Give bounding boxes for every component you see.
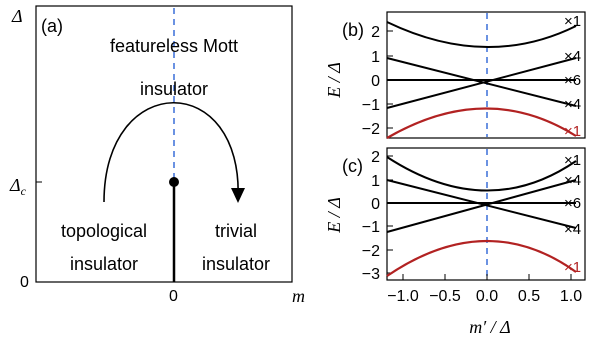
topological-label-line2: insulator bbox=[70, 254, 138, 274]
x-tick: −1.0 bbox=[387, 288, 419, 305]
y-axis-label: Δ bbox=[11, 6, 23, 26]
arrow-head-icon bbox=[231, 188, 245, 203]
panel-b-mult: ×1 bbox=[564, 13, 581, 30]
x-tick: 0.5 bbox=[518, 288, 540, 305]
panel-c-ytick: −2 bbox=[362, 243, 380, 260]
x-tick: −0.5 bbox=[429, 288, 461, 305]
delta-c-tick: Δc bbox=[9, 175, 27, 198]
panel-b-y-label: E / Δ bbox=[324, 62, 344, 99]
panel-c-y-ticks: 2 1 0 −1 −2 −3 bbox=[362, 149, 393, 283]
x-axis-label: m bbox=[292, 286, 305, 306]
panel-a-frame bbox=[35, 5, 293, 283]
trivial-label-line1: trivial bbox=[215, 221, 257, 241]
panel-c-band-top bbox=[386, 156, 577, 192]
panel-c-ytick: −1 bbox=[362, 219, 380, 236]
panel-c-ytick: 1 bbox=[371, 173, 380, 190]
panel-c-mult: ×4 bbox=[564, 221, 581, 238]
panel-c-ytick: −3 bbox=[362, 266, 380, 283]
panel-c-frame bbox=[386, 147, 586, 281]
topological-label-line1: topological bbox=[61, 221, 147, 241]
panel-b-ytick: 2 bbox=[371, 24, 380, 41]
panel-b-ytick: 0 bbox=[371, 73, 380, 90]
panel-b-frame bbox=[386, 11, 586, 139]
panel-c-y-label: E / Δ bbox=[324, 197, 344, 234]
panel-b-ytick: −2 bbox=[362, 121, 380, 138]
x-axis-bottom-label: m′ / Δ bbox=[469, 317, 511, 337]
panel-b-mult: ×4 bbox=[564, 48, 581, 65]
panel-c-band-red bbox=[386, 239, 577, 277]
panel-b-y-ticks: 2 1 0 −1 −2 bbox=[362, 24, 393, 138]
panel-b-band-cross2 bbox=[386, 57, 577, 109]
y-tick-zero: 0 bbox=[20, 274, 29, 291]
x-tick-zero: 0 bbox=[169, 288, 178, 305]
mott-label-line2: insulator bbox=[140, 79, 208, 99]
panel-c-label: (c) bbox=[342, 156, 363, 176]
mott-label-line1: featureless Mott bbox=[110, 36, 238, 56]
critical-point-dot bbox=[169, 177, 179, 187]
panel-c-ytick: 2 bbox=[371, 149, 380, 166]
panel-b: (b) 2 1 0 −1 −2 E / Δ ×1 ×4 ×6 ×4 ×1 bbox=[324, 11, 586, 140]
panel-b-ytick: −1 bbox=[362, 97, 380, 114]
x-ticks-bottom: −1.0 −0.5 0.0 0.5 1.0 bbox=[387, 274, 582, 305]
panel-c-ytick: 0 bbox=[371, 196, 380, 213]
panel-a-label: (a) bbox=[41, 16, 63, 36]
panel-c-mult: ×6 bbox=[564, 195, 581, 212]
panel-c-mult: ×1 bbox=[564, 152, 581, 169]
panel-c-mult: ×4 bbox=[564, 172, 581, 189]
panel-b-mult: ×6 bbox=[564, 72, 581, 89]
panel-c: (c) 2 1 0 −1 −2 −3 E / Δ ×1 ×4 ×6 ×4 ×1 bbox=[324, 147, 586, 337]
panel-b-band-red bbox=[386, 107, 577, 139]
x-tick: 1.0 bbox=[560, 288, 582, 305]
panel-b-ytick: 1 bbox=[371, 49, 380, 66]
panel-c-mult-red: ×1 bbox=[564, 259, 581, 276]
panel-b-mult-red: ×1 bbox=[564, 123, 581, 140]
panel-a: (a) Δ Δc 0 0 m featureless Mott insulato… bbox=[9, 5, 305, 306]
adiabatic-path-arc bbox=[103, 102, 239, 203]
panel-c-band-cross2 bbox=[386, 179, 577, 233]
x-tick: 0.0 bbox=[476, 288, 498, 305]
trivial-label-line2: insulator bbox=[202, 254, 270, 274]
panel-b-band-top bbox=[386, 21, 577, 49]
panel-b-mult: ×4 bbox=[564, 96, 581, 113]
panel-b-label: (b) bbox=[342, 20, 364, 40]
